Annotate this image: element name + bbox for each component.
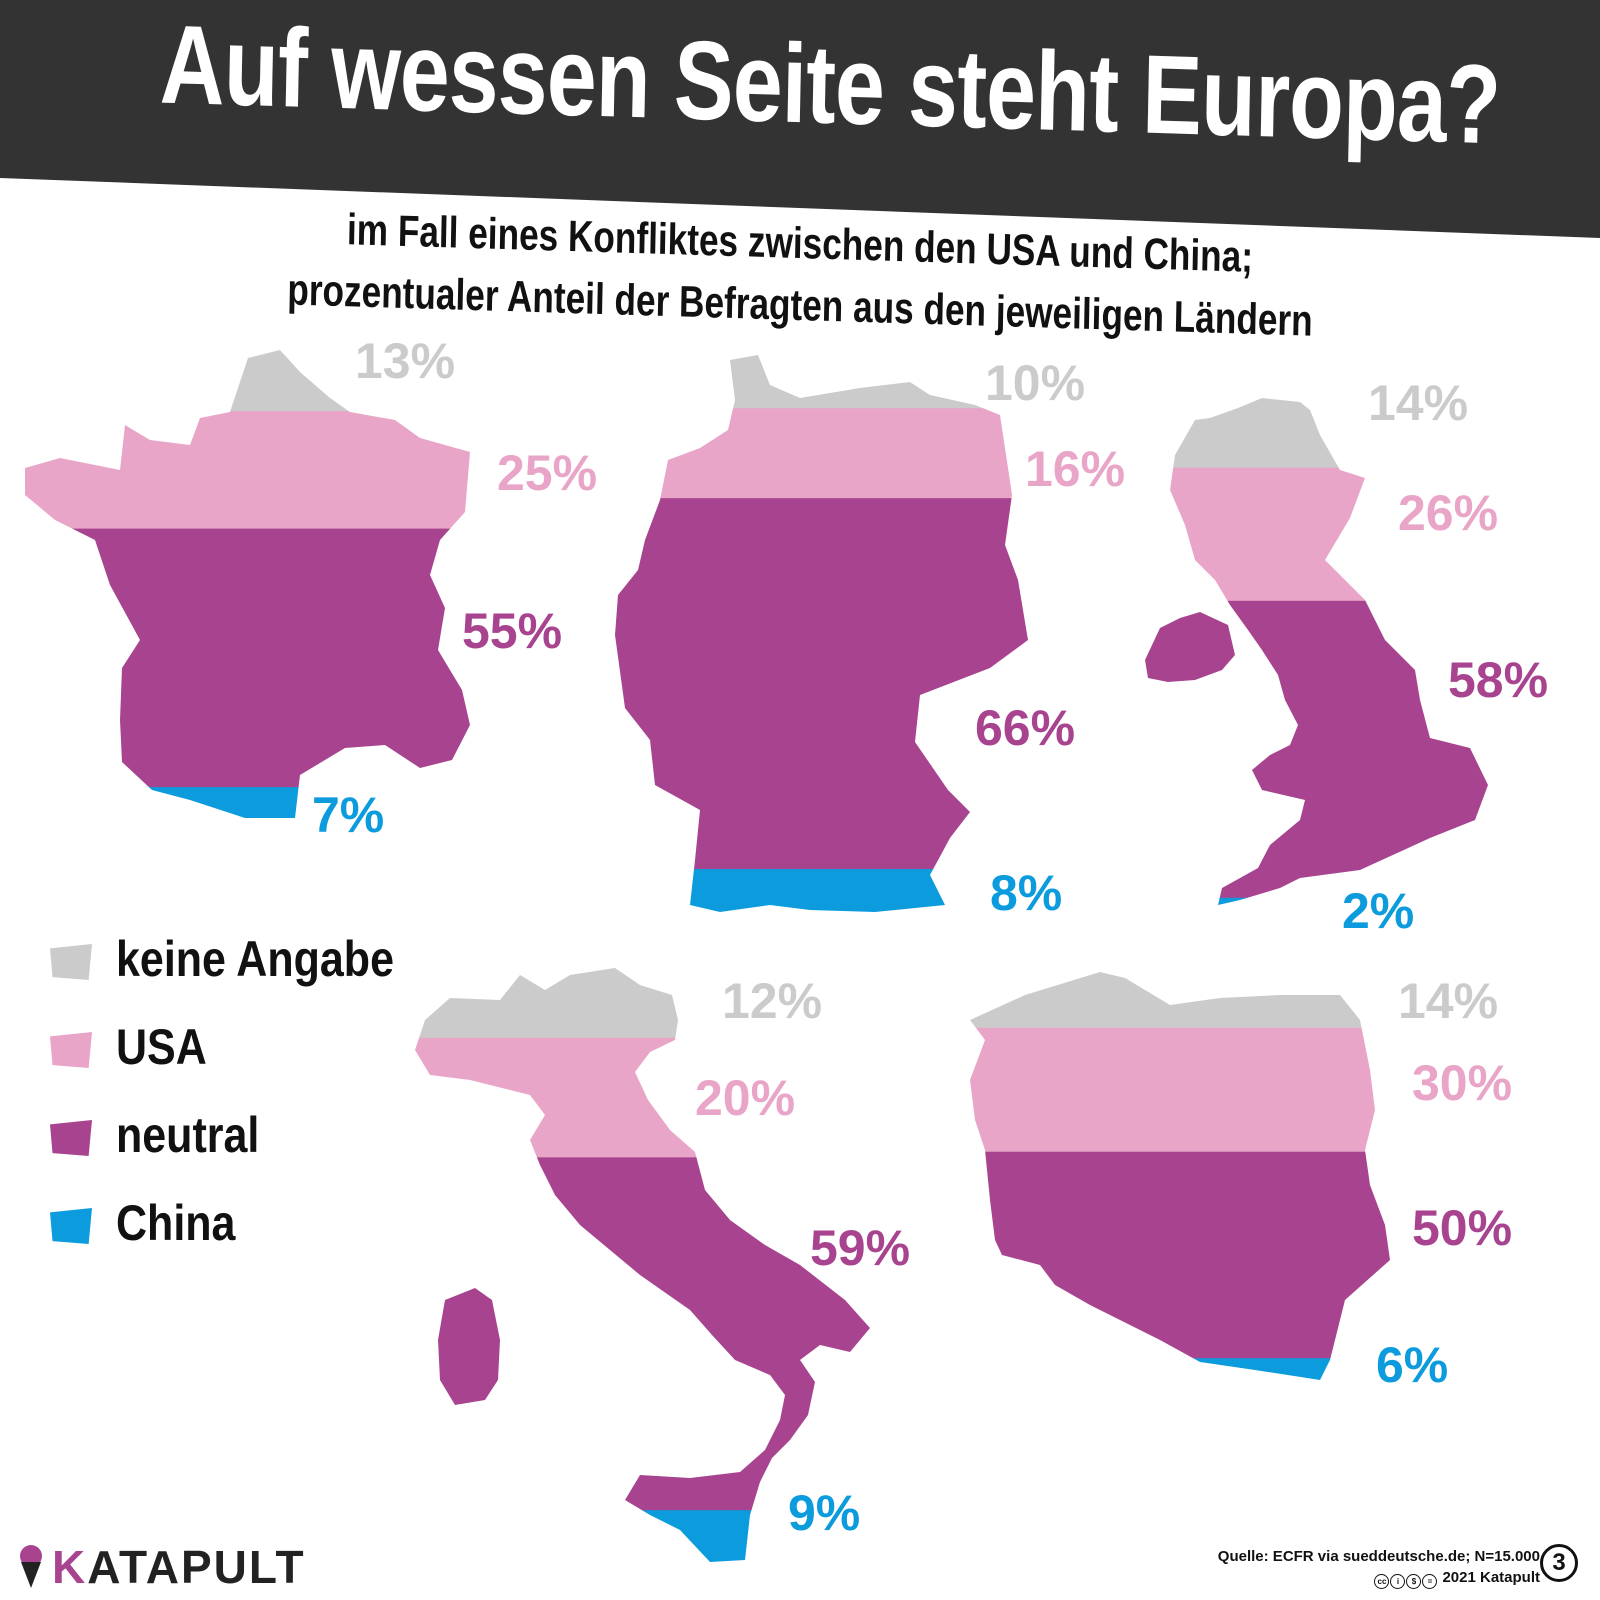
legend-swatch-china (50, 1208, 92, 1244)
france-label-neutral: 55% (462, 603, 562, 659)
copyright-text: 2021 Katapult (1442, 1569, 1540, 1586)
cc-by-icon: i (1390, 1574, 1406, 1589)
italy-label-china: 9% (788, 1485, 860, 1541)
cc-icon: cc (1374, 1574, 1390, 1589)
poland-label-usa: 30% (1412, 1055, 1512, 1111)
poland-label-china: 6% (1376, 1337, 1448, 1393)
italy-label-keine-angabe: 12% (722, 973, 822, 1029)
germany-band-neutral (615, 498, 1028, 870)
germany-label-keine-angabe: 10% (985, 355, 1085, 411)
legend-swatch-keine-angabe (50, 944, 92, 980)
country-france: 13% 25% 55% 7% (25, 333, 597, 843)
cc-nd-icon: = (1422, 1574, 1438, 1589)
uk-label-keine-angabe: 14% (1368, 375, 1468, 431)
germany-label-usa: 16% (1025, 441, 1125, 497)
source-note: Quelle: ECFR via sueddeutsche.de; N=15.0… (1217, 1548, 1540, 1565)
germany-label-china: 8% (990, 865, 1062, 921)
poland-band-neutral (970, 1151, 1390, 1359)
country-italy: 12% 20% 59% 9% (415, 968, 910, 1562)
brand-name-first-letter: K (52, 1541, 88, 1593)
country-uk: 14% 26% 58% 2% (1145, 375, 1548, 939)
country-germany: 10% 16% 66% 8% (615, 355, 1125, 921)
germany-band-keine-angabe (615, 355, 1028, 409)
legend-swatch-usa (50, 1032, 92, 1068)
france-band-china (25, 787, 470, 818)
legend-swatch-neutral (50, 1120, 92, 1156)
uk-band-neutral (1145, 600, 1488, 899)
italy-band-usa (415, 1037, 870, 1158)
uk-label-neutral: 58% (1448, 652, 1548, 708)
france-label-china: 7% (312, 787, 384, 843)
legend-label: keine Angabe (116, 931, 394, 987)
france-band-neutral (25, 528, 470, 788)
germany-band-usa (615, 408, 1028, 499)
brand-name-rest: ATAPULT (87, 1541, 306, 1593)
italy-label-usa: 20% (695, 1070, 795, 1126)
poland-band-china (970, 1358, 1390, 1380)
uk-label-china: 2% (1342, 883, 1414, 939)
brand-name: KATAPULT (52, 1540, 306, 1594)
header-band (0, 0, 1600, 238)
legend-label: neutral (116, 1107, 260, 1163)
copyright-line: cc i $ = 2021 Katapult (1374, 1569, 1540, 1589)
italy-band-neutral (415, 1157, 870, 1511)
poland-label-neutral: 50% (1412, 1200, 1512, 1256)
legend-label: USA (116, 1019, 207, 1075)
france-label-keine-angabe: 13% (355, 333, 455, 389)
france-band-usa (25, 411, 470, 530)
ice-cream-icon (20, 1545, 42, 1588)
header-background (0, 0, 1600, 238)
country-poland: 14% 30% 50% 6% (970, 972, 1512, 1393)
italy-label-neutral: 59% (810, 1220, 910, 1276)
page-number-badge: 3 (1540, 1544, 1578, 1582)
creative-commons-icons: cc i $ = (1374, 1569, 1438, 1589)
poland-band-keine-angabe (970, 972, 1390, 1029)
cc-nc-icon: $ (1406, 1574, 1422, 1589)
france-label-usa: 25% (497, 445, 597, 501)
uk-label-usa: 26% (1398, 485, 1498, 541)
germany-label-neutral: 66% (975, 700, 1075, 756)
uk-band-china (1145, 897, 1488, 905)
legend-label: China (116, 1195, 236, 1251)
poland-band-usa (970, 1027, 1390, 1153)
germany-band-china (615, 869, 1028, 912)
poland-label-keine-angabe: 14% (1398, 973, 1498, 1029)
